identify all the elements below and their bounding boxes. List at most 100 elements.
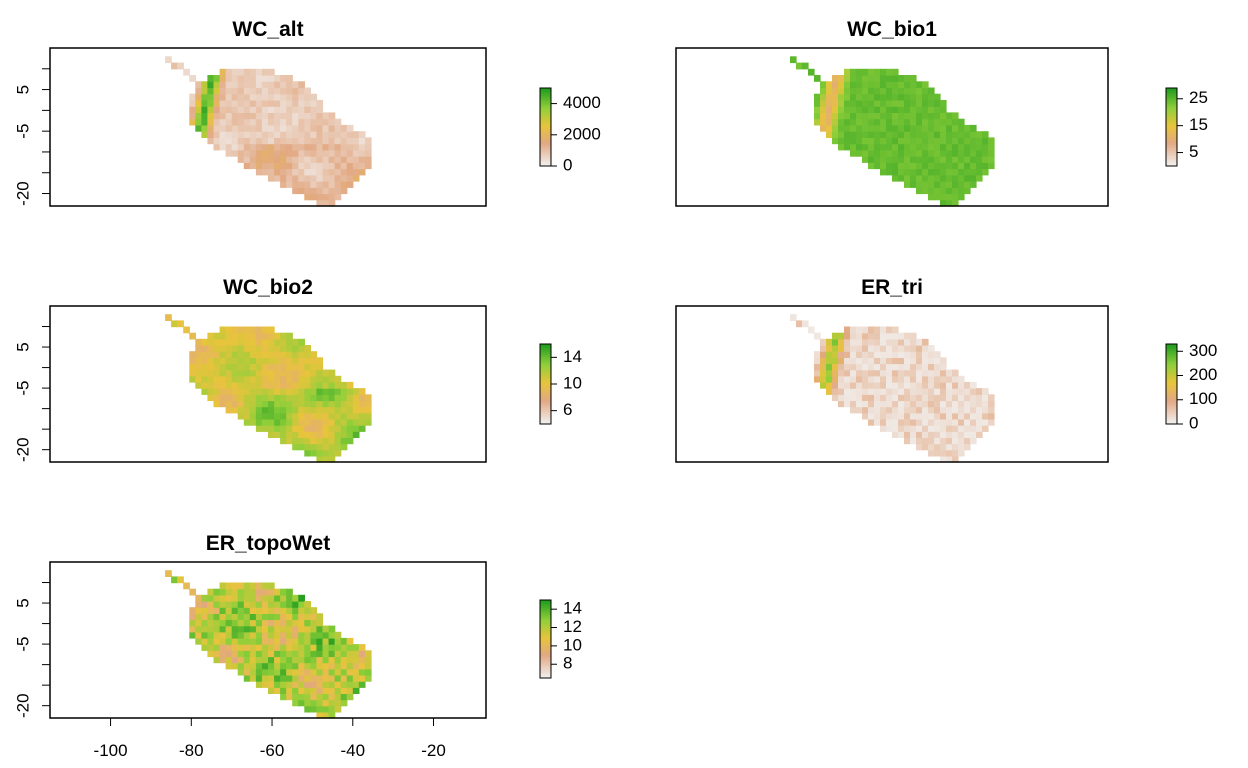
- raster-cell: [219, 625, 227, 633]
- raster-cell: [898, 400, 905, 408]
- raster-cell: [189, 369, 196, 377]
- raster-cell: [826, 124, 833, 132]
- raster-cell: [844, 375, 851, 383]
- raster-cell: [838, 100, 845, 107]
- raster-cell: [286, 381, 293, 389]
- raster-cell: [832, 363, 839, 371]
- raster-cell: [316, 637, 324, 645]
- colorbar-swatch: [540, 107, 551, 110]
- raster-cell: [934, 449, 941, 457]
- raster-cell: [334, 181, 342, 188]
- colorbar-swatch: [540, 89, 551, 93]
- raster-cell: [850, 118, 857, 126]
- raster-cell: [982, 149, 989, 157]
- raster-cell: [340, 425, 348, 432]
- raster-cell: [304, 174, 311, 182]
- raster-cell: [213, 332, 221, 340]
- raster-cell: [346, 681, 354, 688]
- raster-cell: [346, 644, 354, 651]
- raster-cell: [844, 388, 851, 395]
- raster-cell: [261, 375, 269, 383]
- raster-cell: [310, 162, 318, 170]
- colorbar-swatch: [540, 132, 551, 136]
- raster-cell: [850, 124, 857, 132]
- raster-cell: [970, 143, 977, 151]
- raster-cell: [874, 124, 881, 132]
- raster-cell: [928, 124, 935, 132]
- raster-cell: [310, 357, 318, 365]
- raster-cell: [261, 662, 269, 670]
- colorbar-swatch: [1166, 406, 1177, 409]
- raster-cell: [268, 644, 275, 651]
- raster-cell: [352, 137, 360, 145]
- raster-cell: [274, 613, 281, 621]
- raster-cell: [304, 443, 311, 451]
- raster-cell: [201, 351, 209, 358]
- raster-cell: [952, 412, 959, 420]
- raster-cell: [274, 100, 281, 107]
- raster-cell: [880, 100, 887, 107]
- raster-cell: [304, 400, 311, 408]
- raster-cell: [304, 106, 311, 113]
- colorbar-swatch: [1166, 89, 1177, 93]
- colorbar-swatch: [1166, 162, 1177, 165]
- panel-title: ER_tri: [861, 276, 923, 299]
- raster-cell: [268, 156, 275, 163]
- raster-cell: [316, 650, 324, 658]
- raster-cell: [219, 143, 227, 151]
- raster-cell: [850, 93, 857, 101]
- raster-cell: [928, 143, 935, 151]
- raster-cell: [856, 131, 863, 138]
- raster-cell: [880, 156, 887, 163]
- raster-cell: [280, 431, 287, 438]
- raster-cell: [268, 168, 275, 176]
- raster-cell: [874, 149, 881, 157]
- raster-cell: [292, 668, 299, 676]
- raster-cell: [280, 588, 287, 596]
- raster-cell: [358, 681, 366, 688]
- raster-cell: [844, 345, 851, 352]
- raster-cell: [916, 181, 923, 188]
- colorbar-swatch: [1166, 396, 1177, 399]
- raster-cell: [346, 693, 354, 701]
- raster-cell: [364, 656, 372, 664]
- raster-cell: [838, 112, 845, 120]
- raster-cell: [243, 162, 251, 170]
- raster-cell: [304, 431, 311, 438]
- raster-cell: [292, 131, 299, 138]
- raster-cell: [892, 388, 899, 395]
- raster-cell: [237, 619, 245, 627]
- raster-cell: [334, 681, 342, 688]
- colorbar-swatch: [540, 382, 551, 385]
- raster-cell: [310, 174, 318, 182]
- raster-cell: [964, 400, 971, 408]
- raster-cell: [910, 431, 917, 438]
- raster-cell: [850, 381, 857, 389]
- raster-cell: [838, 106, 845, 113]
- raster-cell: [898, 394, 905, 402]
- raster-cell: [328, 199, 336, 207]
- raster-cell: [826, 100, 833, 107]
- raster-cell: [249, 75, 257, 82]
- raster-cell: [280, 156, 287, 163]
- raster-cell: [249, 369, 257, 377]
- raster-cell: [832, 118, 839, 126]
- raster-cell: [820, 363, 827, 371]
- raster-cell: [814, 106, 821, 113]
- raster-cell: [826, 338, 833, 346]
- raster-cell: [304, 631, 311, 639]
- raster-cell: [832, 100, 839, 107]
- raster-cell: [237, 106, 245, 113]
- raster-cell: [316, 681, 324, 688]
- raster-cell: [231, 81, 239, 89]
- raster-cell: [952, 143, 959, 151]
- raster-cell: [304, 656, 311, 664]
- raster-cell: [826, 388, 833, 395]
- raster-cell: [213, 363, 221, 371]
- colorbar-swatch: [540, 101, 551, 105]
- raster-cell: [237, 332, 245, 340]
- raster-cell: [213, 75, 221, 82]
- raster-cell: [328, 124, 336, 132]
- raster-cell: [952, 437, 959, 445]
